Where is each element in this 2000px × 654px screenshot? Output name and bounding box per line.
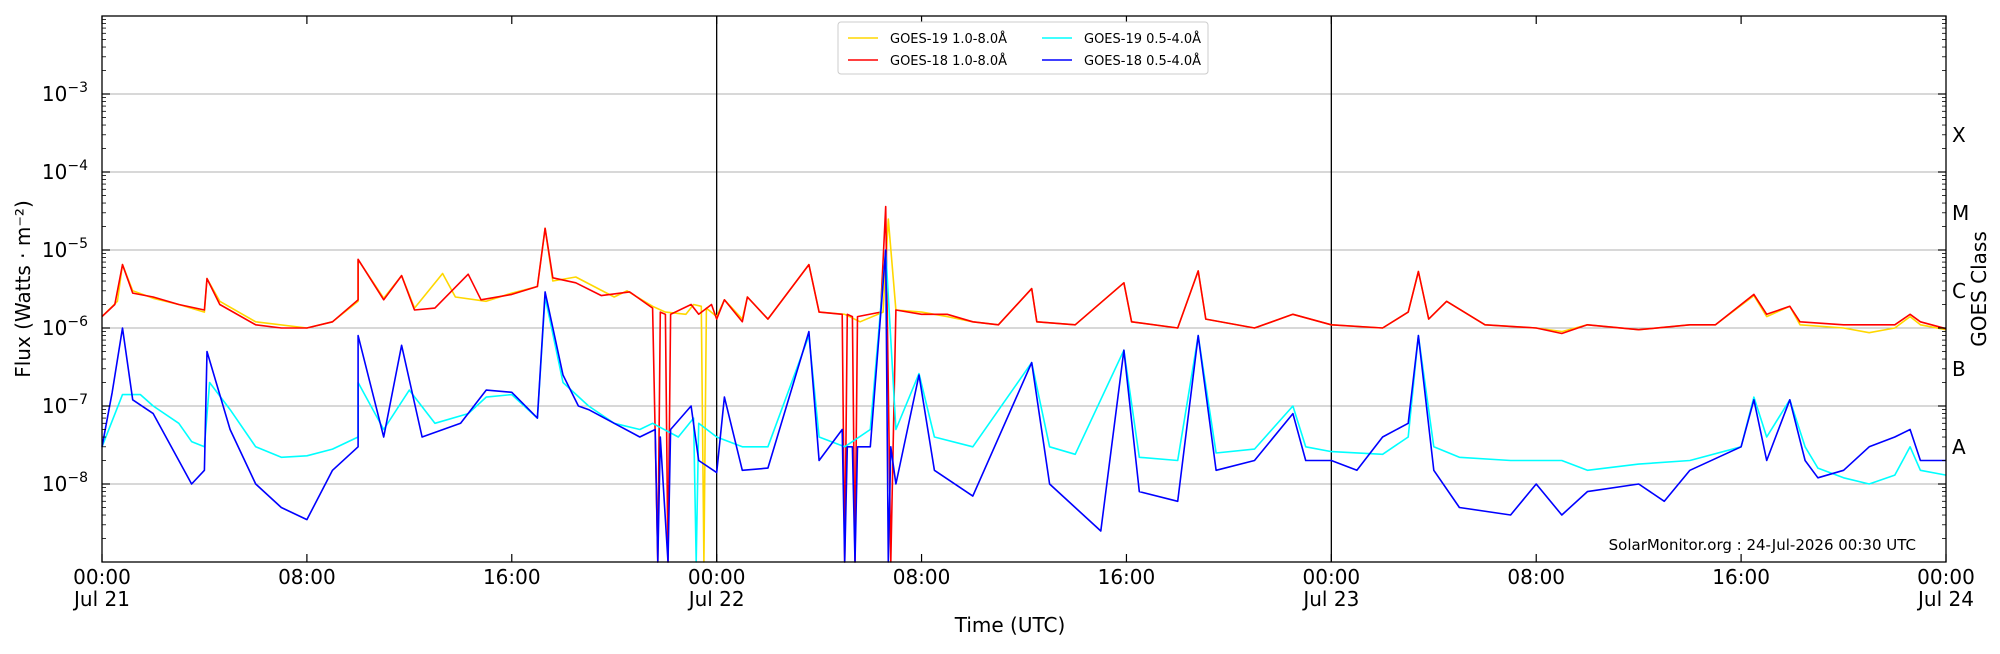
legend-box bbox=[837, 21, 1209, 75]
goes-class-label: A bbox=[1952, 435, 1966, 459]
goes-class-label: C bbox=[1952, 279, 1966, 303]
legend-label: GOES-18 1.0-8.0Å bbox=[890, 53, 1007, 69]
y-tick-label: 10−3 bbox=[42, 80, 88, 106]
x-tick-date-label: Jul 23 bbox=[1301, 587, 1359, 611]
y-tick-label: 10−4 bbox=[42, 158, 88, 184]
y-tick-label: 10−8 bbox=[42, 470, 88, 496]
x-tick-date-label: Jul 21 bbox=[72, 587, 130, 611]
y-tick-label: 10−6 bbox=[42, 314, 88, 340]
x-tick-label: 08:00 bbox=[1507, 565, 1565, 589]
x-tick-label: 16:00 bbox=[1712, 565, 1770, 589]
goes-class-label: X bbox=[1952, 123, 1966, 147]
x-tick-date-label: Jul 24 bbox=[1916, 587, 1974, 611]
x-tick-label: 16:00 bbox=[1098, 565, 1156, 589]
watermark-text: SolarMonitor.org : 24-Jul-2026 00:30 UTC bbox=[1609, 536, 1916, 554]
series-line-3 bbox=[101, 249, 1946, 563]
x-tick-label: 16:00 bbox=[483, 565, 541, 589]
legend-label: GOES-19 1.0-8.0Å bbox=[890, 31, 1007, 47]
x-tick-label: 00:00 bbox=[1917, 565, 1975, 589]
x-tick-label: 00:00 bbox=[73, 565, 131, 589]
grid-layer bbox=[102, 93, 1946, 485]
legend-label: GOES-18 0.5-4.0Å bbox=[1084, 53, 1201, 69]
y-axis-label-right: GOES Class bbox=[1967, 231, 1991, 347]
x-axis-label: Time (UTC) bbox=[954, 613, 1066, 637]
y-tick-label: 10−5 bbox=[42, 236, 88, 262]
legend: GOES-19 1.0-8.0Å GOES-18 1.0-8.0Å GOES-19 … bbox=[837, 21, 1209, 75]
y-tick-label: 10−7 bbox=[42, 392, 88, 418]
goes-class-label: B bbox=[1952, 357, 1966, 381]
legend-label: GOES-19 0.5-4.0Å bbox=[1084, 31, 1201, 47]
x-tick-label: 08:00 bbox=[893, 565, 951, 589]
plot-frame bbox=[101, 15, 1947, 563]
x-tick-label: 00:00 bbox=[1303, 565, 1361, 589]
y-axis-label: Flux (Watts · m⁻²) bbox=[11, 200, 35, 378]
x-tick-label: 08:00 bbox=[278, 565, 336, 589]
x-tick-label: 00:00 bbox=[688, 565, 746, 589]
goes-class-label: M bbox=[1952, 201, 1969, 225]
x-tick-date-label: Jul 22 bbox=[687, 587, 745, 611]
